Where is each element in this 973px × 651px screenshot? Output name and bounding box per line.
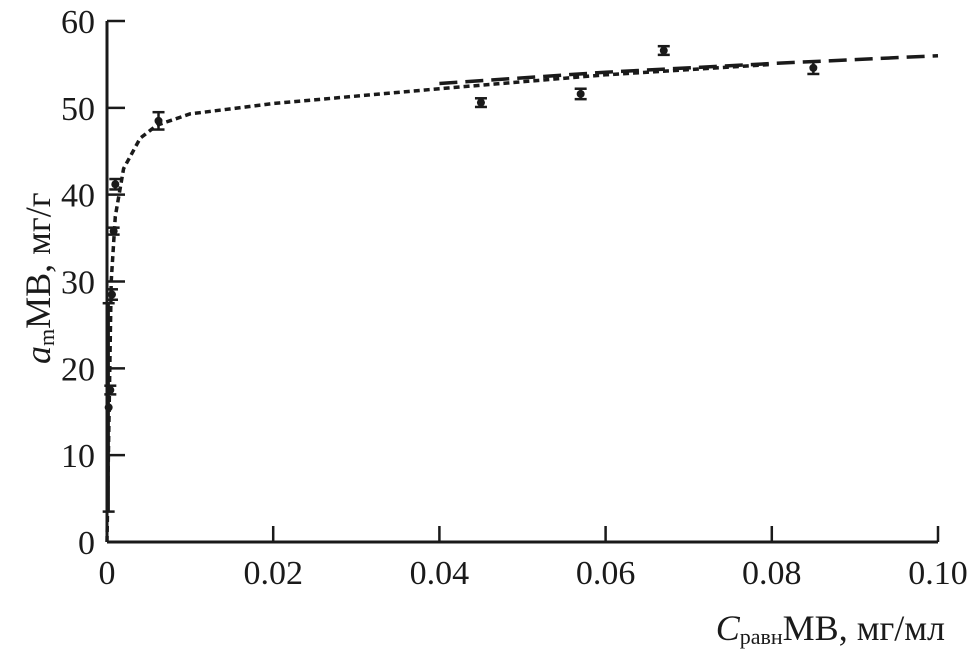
y-tick-label: 50 xyxy=(61,91,95,128)
data-point xyxy=(107,290,116,299)
data-point xyxy=(576,89,585,98)
data-point xyxy=(154,116,163,125)
y-axis-label-main: a xyxy=(18,346,58,364)
y-tick-label: 30 xyxy=(61,265,95,302)
data-point xyxy=(104,403,113,412)
y-tick-label: 20 xyxy=(61,351,95,388)
y-tick-label: 10 xyxy=(61,438,95,475)
data-point xyxy=(659,46,668,55)
x-ticks: 0 0.02 0.04 0.06 0.08 0.10 xyxy=(99,526,968,592)
x-tick-label: 0.02 xyxy=(243,555,303,592)
data-point xyxy=(476,98,485,107)
data-point xyxy=(109,227,118,236)
x-axis-label-rest: MB, мг/мл xyxy=(783,608,945,648)
x-tick-label: 0 xyxy=(99,555,116,592)
y-tick-label: 0 xyxy=(78,525,95,562)
x-tick-label: 0.08 xyxy=(742,555,802,592)
x-axis-label-sub: равн xyxy=(740,624,783,649)
y-ticks: 0 10 20 30 40 50 60 xyxy=(61,4,125,562)
data-point xyxy=(106,386,115,395)
x-tick-label: 0.10 xyxy=(908,555,968,592)
x-axis-label-main: C xyxy=(716,608,741,648)
fit-curve-dashed xyxy=(439,53,939,86)
x-tick-label: 0.04 xyxy=(410,555,470,592)
plot-area: 0 0.02 0.04 0.06 0.08 0.10 0 10 20 30 40 50 60 xyxy=(61,4,968,592)
y-axis-label-rest: MB, мг/г xyxy=(18,193,58,329)
y-tick-label: 60 xyxy=(61,4,95,41)
x-axis-label: CравнMB, мг/мл xyxy=(716,608,945,649)
fit-curve-dotted xyxy=(105,62,772,543)
x-tick-label: 0.06 xyxy=(576,555,636,592)
data-points xyxy=(102,44,820,513)
data-point xyxy=(111,180,120,189)
y-axis-label-sub: m xyxy=(34,329,59,346)
data-point xyxy=(809,63,818,72)
y-tick-label: 40 xyxy=(61,178,95,215)
y-axis-label: amMB, мг/г xyxy=(18,193,59,364)
